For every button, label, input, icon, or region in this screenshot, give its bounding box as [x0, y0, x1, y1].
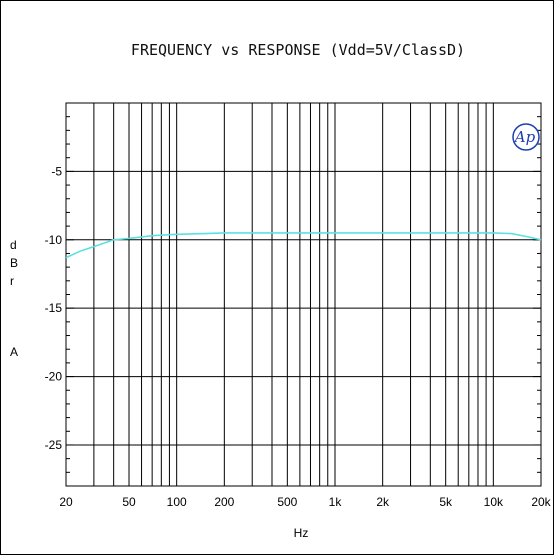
y-axis-label-letter-1: d — [10, 238, 17, 252]
plot-area — [65, 102, 542, 487]
y-axis-label-letter-3: r — [10, 274, 14, 288]
axis-ticks — [66, 116, 541, 473]
x-tick-label: 5k — [439, 495, 453, 509]
y-axis-label: d B r A — [10, 238, 18, 359]
y-tick-label: -5 — [51, 164, 62, 178]
y-tick-label: -15 — [45, 301, 63, 315]
y-tick-labels: -5 -10 -15 -20 -25 — [45, 164, 63, 452]
grid — [66, 103, 541, 486]
chart-title: FREQUENCY vs RESPONSE (Vdd=5V/ClassD) — [131, 41, 465, 59]
x-tick-label: 500 — [277, 495, 297, 509]
x-tick-label: 1k — [329, 495, 343, 509]
x-tick-label: 100 — [167, 495, 187, 509]
ap-logo-text: Ap — [513, 128, 536, 146]
ap-logo: Ap — [512, 123, 540, 151]
y-axis-label-letter-2: B — [10, 256, 18, 270]
series-line-1 — [65, 232, 542, 259]
x-tick-label: 50 — [122, 495, 136, 509]
y-axis-label-letter-5: A — [10, 345, 18, 359]
x-tick-label: 10k — [484, 495, 504, 509]
x-tick-labels: 20 50 100 200 500 1k 2k 5k 10k 20k — [59, 495, 551, 509]
y-tick-label: -25 — [45, 438, 63, 452]
ap-logo-ring — [512, 123, 540, 151]
x-tick-label: 20 — [59, 495, 73, 509]
series-group — [65, 232, 542, 259]
y-tick-label: -10 — [45, 233, 63, 247]
y-tick-label: -20 — [45, 370, 63, 384]
x-tick-label: 2k — [376, 495, 390, 509]
x-tick-label: 20k — [531, 495, 551, 509]
x-tick-label: 200 — [214, 495, 234, 509]
x-axis-label: Hz — [294, 526, 309, 540]
